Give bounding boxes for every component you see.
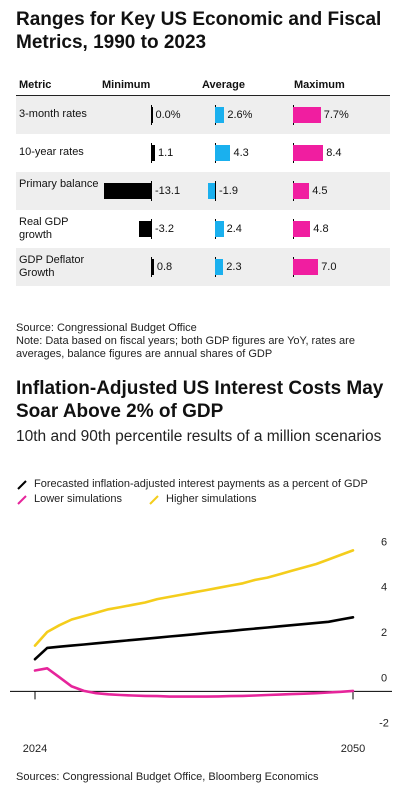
min-value: 0.8 bbox=[156, 261, 173, 273]
legend-label-lower: Lower simulations bbox=[34, 493, 123, 505]
header-average: Average bbox=[202, 79, 246, 91]
max-bar bbox=[293, 259, 319, 275]
table-row: 10-year rates 1.1 4.3 8.4 bbox=[16, 134, 390, 172]
table-title: Ranges for Key US Economic and Fiscal Me… bbox=[16, 9, 382, 53]
chart-source: Sources: Congressional Budget Office, Bl… bbox=[16, 771, 319, 783]
max-value: 4.8 bbox=[313, 223, 329, 235]
table-source-text: Source: Congressional Budget Office bbox=[16, 322, 197, 334]
legend-item-lower: Lower simulations bbox=[16, 493, 122, 506]
avg-bar bbox=[215, 221, 224, 237]
table-body: 3-month rates 0.0% 2.6% 7.7% 10-year rates 1.… bbox=[16, 96, 390, 286]
header-maximum: Maximum bbox=[294, 79, 345, 91]
legend-item-forecast: Forecasted inflation-adjusted interest p… bbox=[16, 478, 376, 491]
max-value: 7.0 bbox=[321, 261, 337, 273]
table-row: 3-month rates 0.0% 2.6% 7.7% bbox=[16, 96, 390, 134]
avg-value: 2.4 bbox=[226, 223, 242, 235]
max-bar bbox=[293, 145, 324, 161]
table-header: Metric Minimum Average Maximum bbox=[16, 70, 390, 96]
legend-swatch-lower bbox=[17, 495, 27, 505]
table-source: Source: Congressional Budget Office Note… bbox=[16, 322, 396, 361]
min-value: -3.2 bbox=[155, 223, 174, 235]
avg-bar bbox=[215, 107, 225, 123]
series-line-forecast bbox=[33, 616, 355, 661]
avg-value: -1.9 bbox=[219, 185, 238, 197]
legend-swatch-higher bbox=[149, 495, 159, 505]
avg-value: 4.3 bbox=[233, 147, 249, 159]
min-bar bbox=[151, 145, 155, 161]
series-line-lower bbox=[33, 667, 355, 698]
y-tick-label: 2 bbox=[381, 627, 387, 639]
max-value: 7.7% bbox=[323, 109, 349, 121]
avg-value: 2.3 bbox=[226, 261, 242, 273]
avg-bar bbox=[215, 259, 224, 275]
min-bar bbox=[151, 107, 153, 123]
avg-bar bbox=[208, 183, 215, 199]
y-tick-label: -2 bbox=[379, 718, 389, 730]
header-metric: Metric bbox=[19, 79, 52, 91]
max-bar bbox=[293, 183, 310, 199]
max-value: 8.4 bbox=[326, 147, 342, 159]
metric-label: 3-month rates bbox=[19, 108, 87, 120]
metric-label: Primary balance bbox=[19, 178, 99, 190]
legend-item-higher: Higher simulations bbox=[148, 493, 256, 506]
chart-title: Inflation-Adjusted US Interest Costs May… bbox=[16, 378, 384, 422]
legend-label-higher: Higher simulations bbox=[166, 493, 257, 505]
metrics-table: Metric Minimum Average Maximum 3-month r… bbox=[16, 70, 390, 286]
min-value: -13.1 bbox=[155, 185, 181, 197]
chart-legend: Forecasted inflation-adjusted interest p… bbox=[16, 478, 376, 507]
chart-subtitle: 10th and 90th percentile results of a mi… bbox=[16, 428, 382, 445]
metric-label: Real GDP growth bbox=[19, 216, 69, 241]
avg-zero-line bbox=[215, 181, 216, 201]
min-bar bbox=[103, 183, 151, 199]
max-bar bbox=[293, 107, 321, 123]
min-value: 0.0% bbox=[155, 109, 181, 121]
avg-value: 2.6% bbox=[227, 109, 253, 121]
metric-label: 10-year rates bbox=[19, 146, 84, 158]
legend-label-forecast: Forecasted inflation-adjusted interest p… bbox=[34, 478, 368, 490]
y-tick-label: 4 bbox=[381, 582, 387, 594]
avg-bar bbox=[215, 145, 231, 161]
table-row: GDP Deflator Growth 0.8 2.3 7.0 bbox=[16, 248, 390, 286]
min-zero-line bbox=[151, 181, 152, 201]
x-tick-label: 2024 bbox=[23, 743, 47, 755]
legend-swatch-forecast bbox=[17, 480, 27, 490]
table-row: Primary balance -13.1 -1.9 4.5 bbox=[16, 172, 390, 210]
y-tick-label: 0 bbox=[381, 672, 387, 684]
series-line-higher bbox=[33, 549, 355, 647]
min-bar bbox=[139, 221, 151, 237]
line-chart: 6 4 2 0 -2 2024 2050 bbox=[10, 536, 392, 755]
max-value: 4.5 bbox=[312, 185, 328, 197]
min-bar bbox=[151, 259, 154, 275]
x-tick-label: 2050 bbox=[341, 743, 365, 755]
y-tick-label: 6 bbox=[381, 536, 387, 548]
table-row: Real GDP growth -3.2 2.4 4.8 bbox=[16, 210, 390, 248]
metric-label: GDP Deflator Growth bbox=[19, 254, 85, 279]
header-minimum: Minimum bbox=[102, 79, 151, 91]
max-bar bbox=[293, 221, 311, 237]
table-note-text: Note: Data based on fiscal years; both G… bbox=[16, 335, 355, 360]
min-value: 1.1 bbox=[157, 147, 174, 159]
min-zero-line bbox=[151, 219, 152, 239]
